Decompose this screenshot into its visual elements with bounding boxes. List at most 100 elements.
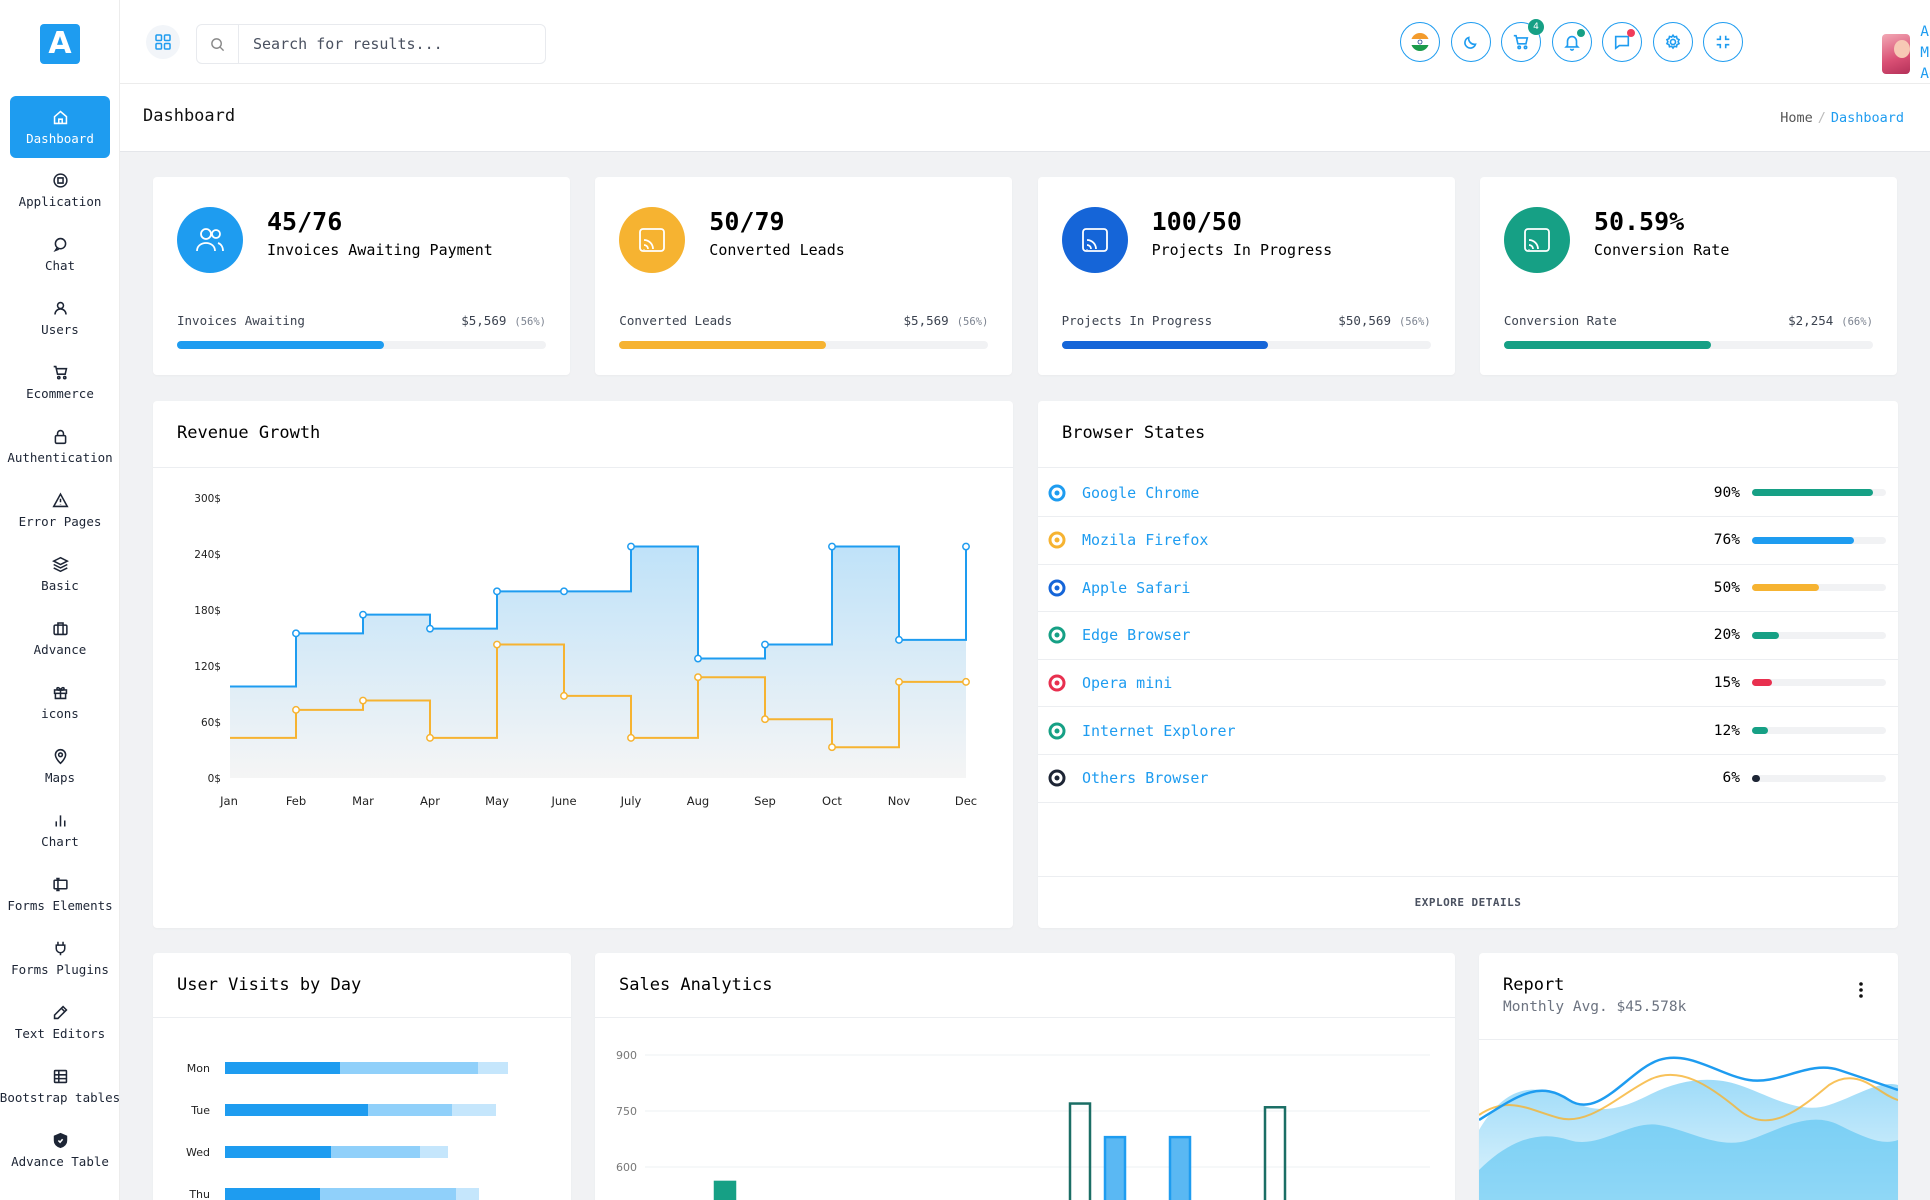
sidebar-item-chat[interactable]: Chat <box>0 222 120 286</box>
briefcase-icon <box>52 621 68 635</box>
sidebar-item-label: Error Pages <box>18 513 102 529</box>
data-point <box>292 705 300 714</box>
sidebar-item-error-pages[interactable]: Error Pages <box>0 478 120 542</box>
bar-segment <box>320 1188 456 1200</box>
data-point <box>761 640 769 649</box>
browser-progress-track <box>1752 727 1886 734</box>
edge-icon <box>1048 626 1066 644</box>
bar-segment <box>368 1104 452 1116</box>
edit-icon <box>53 1004 68 1019</box>
y-category-label: Mon <box>187 1062 210 1075</box>
sidebar-item-ecommerce[interactable]: Ecommerce <box>0 350 120 414</box>
sidebar-item-text-editors[interactable]: Text Editors <box>0 990 120 1054</box>
browser-row: Others Browser 6% <box>1038 755 1898 803</box>
kpi-progress-track <box>1503 341 1873 349</box>
chrome-icon <box>1048 484 1066 501</box>
dark-mode-toggle[interactable] <box>1450 22 1491 62</box>
browser-progress-fill <box>1752 536 1854 544</box>
sidebar-item-basic[interactable]: Basic <box>0 542 120 606</box>
cart-button[interactable]: 4 <box>1501 19 1544 62</box>
revenue-growth-title: Revenue Growth <box>177 423 321 443</box>
sidebar-item-dashboard[interactable]: Dashboard <box>10 96 110 158</box>
series-line <box>230 643 966 749</box>
fullscreen-exit-button[interactable] <box>1703 22 1743 62</box>
browser-row: Apple Safari 50% <box>1038 564 1898 613</box>
messages-button[interactable] <box>1602 22 1642 62</box>
sidebar-nav: Dashboard Application Chat Users Ecommerce Au… <box>0 96 120 1182</box>
browser-progress-track <box>1752 536 1886 544</box>
kpi-icon-wrap <box>1503 207 1570 273</box>
kpi-progress-track <box>619 341 989 349</box>
sidebar-item-authentication[interactable]: Authentication <box>0 414 120 478</box>
search-box[interactable]: Search for results... <box>196 24 546 64</box>
kpi-amount: $5,569 <box>461 313 507 328</box>
kpi-progress-fill <box>1503 341 1711 349</box>
sidebar-item-users[interactable]: Users <box>0 286 120 350</box>
bar-segment <box>456 1188 479 1200</box>
opera-icon <box>1048 674 1066 692</box>
notifications-button[interactable] <box>1551 22 1592 62</box>
browser-name[interactable]: Others Browser <box>1082 769 1209 788</box>
layers-icon <box>51 556 69 572</box>
browser-percent: 15% <box>1713 674 1740 691</box>
app-logo[interactable]: A <box>40 24 80 64</box>
sidebar-item-label: Chart <box>41 833 79 849</box>
browser-name[interactable]: Apple Safari <box>1082 578 1191 597</box>
browser-name[interactable]: Opera mini <box>1082 673 1173 692</box>
sidebar-item-bootstrap-tables[interactable]: Bootstrap tables <box>0 1054 120 1118</box>
ie-icon <box>1048 722 1066 739</box>
data-point <box>895 635 903 644</box>
table-icon <box>53 1069 67 1083</box>
cast-icon <box>1523 228 1550 252</box>
kpi-percent: (56%) <box>956 316 989 328</box>
search-input[interactable]: Search for results... <box>253 35 443 53</box>
user-role: Admin <box>1920 66 1930 82</box>
sidebar-item-label: Chat <box>44 257 76 273</box>
bar-segment <box>478 1062 508 1074</box>
sidebar-item-maps[interactable]: Maps <box>0 734 120 798</box>
kpi-progress-track <box>1061 341 1431 349</box>
settings-button[interactable] <box>1652 22 1693 62</box>
sidebar-item-application[interactable]: Application <box>0 158 120 222</box>
bar-segment <box>420 1146 448 1158</box>
browser-name[interactable]: Edge Browser <box>1082 626 1191 645</box>
bar <box>713 1180 737 1200</box>
sidebar-item-advance[interactable]: Advance <box>0 606 120 670</box>
browser-name[interactable]: Google Chrome <box>1082 483 1200 502</box>
sales-analytics-chart: 600 750 900 <box>616 1049 1430 1200</box>
apps-icon <box>52 172 68 188</box>
kpi-percent: (66%) <box>1841 316 1873 328</box>
data-point <box>426 733 434 742</box>
sidebar-item-forms-plugins[interactable]: Forms Plugins <box>0 926 120 990</box>
y-tick-label: 300$ <box>194 493 221 505</box>
browser-name[interactable]: Internet Explorer <box>1082 721 1236 740</box>
sidebar-item-forms-elements[interactable]: Forms Elements <box>0 862 120 926</box>
browser-progress-track <box>1752 679 1886 687</box>
browser-name[interactable]: Mozila Firefox <box>1082 531 1209 550</box>
breadcrumb-home[interactable]: Home <box>1780 110 1813 126</box>
sidebar-item-label: Bootstrap tables <box>0 1089 120 1105</box>
apps-grid-button[interactable] <box>146 25 180 59</box>
x-tick-label: May <box>485 794 509 808</box>
user-profile[interactable]: Alex Mora Admin <box>1882 22 1930 85</box>
data-point <box>828 743 836 752</box>
explore-details-button[interactable]: EXPLORE DETAILS <box>1038 876 1898 928</box>
sidebar-item-icons[interactable]: icons <box>0 670 120 734</box>
browser-progress-track <box>1752 489 1886 496</box>
sidebar-item-label: Forms Plugins <box>11 961 109 977</box>
bar <box>1168 1135 1192 1200</box>
browser-progress-track <box>1752 631 1886 639</box>
browser-percent: 76% <box>1713 532 1740 549</box>
data-point <box>761 715 769 724</box>
sidebar-item-chart[interactable]: Chart <box>0 798 120 862</box>
revenue-growth-card: Revenue Growth 0$ 60$ 120$ 180$ 240$ 300$ Jan F… <box>153 401 1013 928</box>
message-icon <box>1614 35 1630 50</box>
browser-progress-fill <box>1752 679 1773 687</box>
bar-segment <box>340 1062 478 1074</box>
browser-progress-fill <box>1752 489 1873 496</box>
breadcrumb-current: Dashboard <box>1830 110 1904 126</box>
sidebar-item-advance-table[interactable]: Advance Table <box>0 1118 120 1182</box>
card-divider <box>153 1017 571 1018</box>
more-options-button[interactable] <box>1858 981 1864 1003</box>
language-button[interactable] <box>1400 22 1440 62</box>
